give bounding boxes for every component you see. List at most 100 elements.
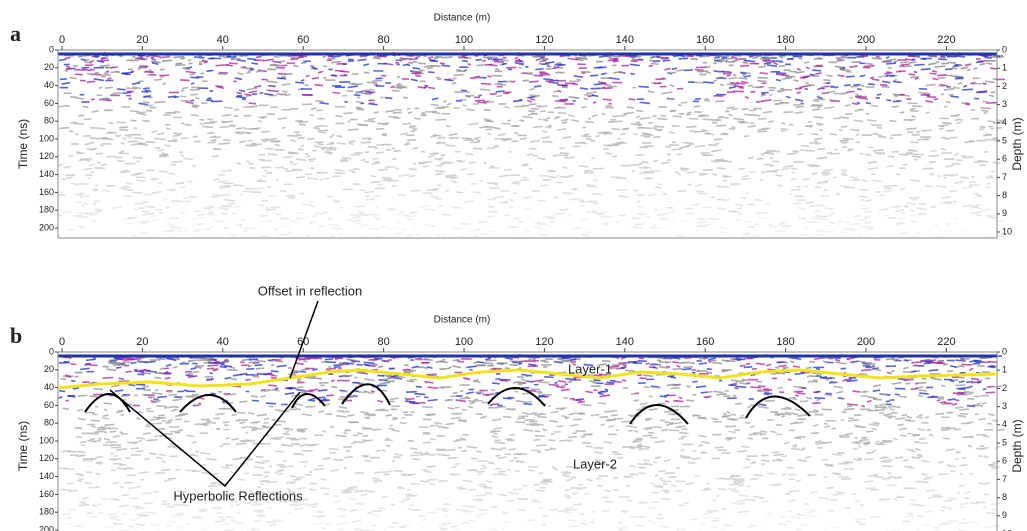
texture-stroke xyxy=(776,80,781,81)
texture-stroke xyxy=(340,71,349,72)
texture-stroke xyxy=(760,434,766,435)
texture-stroke xyxy=(812,70,821,71)
texture-stroke xyxy=(598,82,606,83)
texture-stroke xyxy=(142,120,149,121)
texture-stroke xyxy=(244,440,255,441)
texture-stroke xyxy=(377,184,382,185)
y-tick-label: 80 xyxy=(44,116,54,126)
texture-stroke xyxy=(59,397,63,398)
texture-stroke xyxy=(600,391,603,392)
texture-stroke xyxy=(582,520,586,521)
texture-stroke xyxy=(190,196,196,197)
texture-stroke xyxy=(343,447,352,448)
texture-stroke xyxy=(858,458,862,459)
texture-stroke xyxy=(427,513,437,514)
texture-stroke xyxy=(456,192,463,193)
texture-stroke xyxy=(994,386,1001,387)
texture-stroke xyxy=(922,461,930,462)
texture-stroke xyxy=(870,77,874,78)
texture-stroke xyxy=(414,394,425,395)
texture-stroke xyxy=(264,418,269,419)
texture-stroke xyxy=(691,458,700,459)
texture-stroke xyxy=(799,86,805,87)
texture-stroke xyxy=(855,501,859,502)
texture-stroke xyxy=(907,203,916,204)
texture-stroke xyxy=(307,178,318,179)
texture-stroke xyxy=(331,387,337,388)
texture-stroke xyxy=(971,379,979,380)
texture-stroke xyxy=(941,94,944,95)
texture-stroke xyxy=(413,68,420,69)
texture-stroke xyxy=(473,148,482,149)
texture-stroke xyxy=(762,438,768,439)
texture-stroke xyxy=(717,208,726,209)
texture-stroke xyxy=(244,228,253,229)
texture-stroke xyxy=(477,471,485,472)
texture-stroke xyxy=(623,388,628,389)
x-tick-label: 160 xyxy=(696,34,714,46)
texture-stroke xyxy=(126,88,137,89)
texture-stroke xyxy=(429,484,435,485)
texture-stroke xyxy=(108,132,116,133)
texture-stroke xyxy=(141,91,148,92)
texture-stroke xyxy=(938,398,944,399)
y2-tick-label: 9 xyxy=(1002,208,1007,218)
texture-stroke xyxy=(331,135,334,136)
texture-stroke xyxy=(84,62,92,63)
texture-stroke xyxy=(473,192,481,193)
texture-stroke xyxy=(568,440,572,441)
texture-stroke xyxy=(225,378,232,379)
texture-stroke xyxy=(649,396,652,397)
texture-stroke xyxy=(711,500,716,501)
texture-stroke xyxy=(173,515,183,516)
texture-stroke xyxy=(239,90,245,91)
texture-stroke xyxy=(261,167,271,168)
texture-stroke xyxy=(862,208,869,209)
texture-stroke xyxy=(91,74,101,75)
texture-stroke xyxy=(568,526,578,527)
texture-stroke xyxy=(905,516,913,517)
texture-stroke xyxy=(598,403,606,404)
texture-stroke xyxy=(336,435,347,436)
texture-stroke xyxy=(991,526,1000,527)
texture-stroke xyxy=(560,177,569,178)
texture-stroke xyxy=(162,153,168,154)
texture-stroke xyxy=(507,227,518,228)
texture-stroke xyxy=(554,107,560,108)
texture-stroke xyxy=(941,126,944,127)
texture-stroke xyxy=(149,56,160,57)
texture-stroke xyxy=(383,471,392,472)
texture-stroke xyxy=(686,145,691,146)
texture-stroke xyxy=(487,101,494,102)
texture-stroke xyxy=(888,156,894,157)
texture-stroke xyxy=(839,221,842,222)
texture-stroke xyxy=(826,75,832,76)
texture-stroke xyxy=(89,365,98,366)
texture-stroke xyxy=(845,105,851,106)
texture-stroke xyxy=(504,521,510,522)
texture-stroke xyxy=(723,200,730,201)
texture-stroke xyxy=(928,360,937,361)
texture-stroke xyxy=(963,157,973,158)
texture-stroke xyxy=(859,440,868,441)
texture-stroke xyxy=(883,190,893,191)
texture-stroke xyxy=(755,200,762,201)
texture-stroke xyxy=(311,108,316,109)
texture-stroke xyxy=(497,84,506,85)
texture-stroke xyxy=(983,436,989,437)
texture-stroke xyxy=(235,78,242,79)
texture-stroke xyxy=(843,138,854,139)
texture-stroke xyxy=(460,169,467,170)
texture-stroke xyxy=(884,73,892,74)
texture-stroke xyxy=(409,169,417,170)
texture-stroke xyxy=(785,77,795,78)
texture-stroke xyxy=(719,227,726,228)
texture-stroke xyxy=(636,116,641,117)
texture-stroke xyxy=(947,399,955,400)
texture-stroke xyxy=(913,154,924,155)
texture-stroke xyxy=(422,407,432,408)
texture-stroke xyxy=(617,190,628,191)
texture-stroke xyxy=(109,431,116,432)
texture-stroke xyxy=(155,102,166,103)
texture-stroke xyxy=(474,399,478,400)
